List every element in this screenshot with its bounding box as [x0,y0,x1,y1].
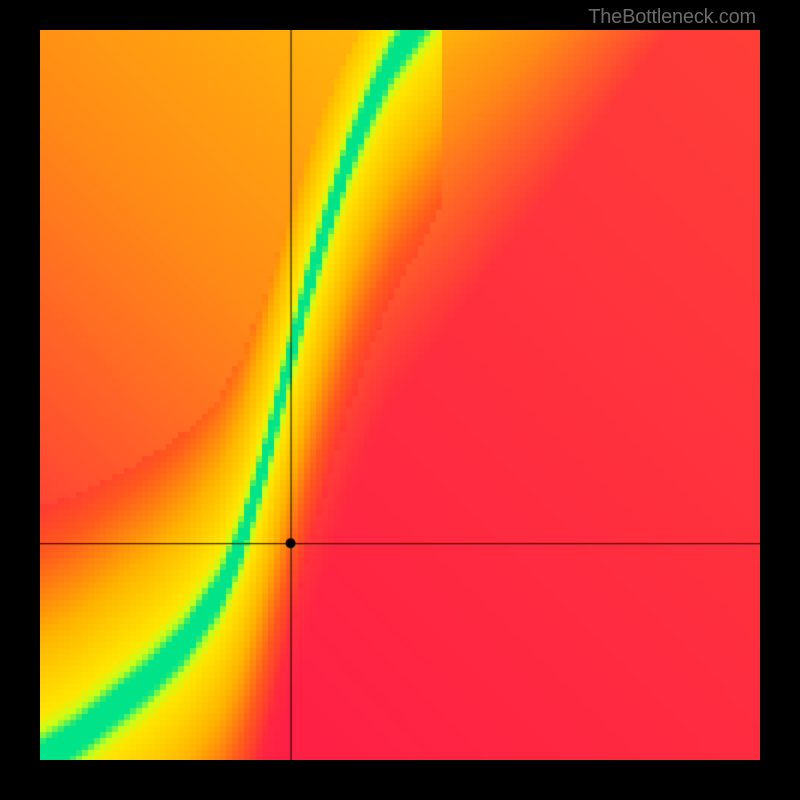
watermark: TheBottleneck.com [588,6,756,29]
heatmap-canvas [40,30,760,760]
plot-area [40,30,760,760]
chart-container: TheBottleneck.com [0,0,800,800]
